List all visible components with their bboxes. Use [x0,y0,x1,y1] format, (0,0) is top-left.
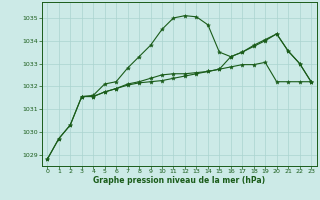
X-axis label: Graphe pression niveau de la mer (hPa): Graphe pression niveau de la mer (hPa) [93,176,265,185]
